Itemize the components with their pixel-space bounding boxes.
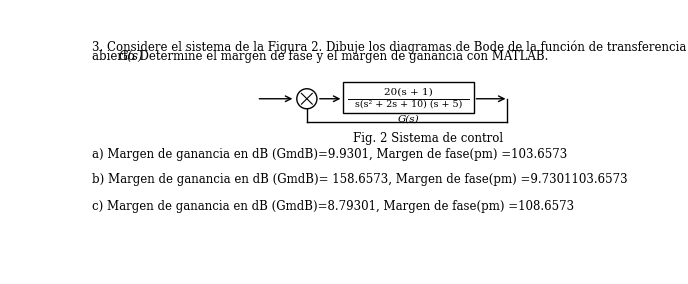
- Text: Fig. 2 Sistema de control: Fig. 2 Sistema de control: [353, 132, 503, 145]
- Text: G(s): G(s): [398, 115, 419, 124]
- Text: abierto: abierto: [92, 50, 139, 63]
- Text: b) Margen de ganancia en dB (GmdB)= 158.6573, Margen de fase(pm) =9.7301103.6573: b) Margen de ganancia en dB (GmdB)= 158.…: [92, 174, 628, 187]
- Bar: [343, 82, 473, 113]
- Text: s(s² + 2s + 10) (s + 5): s(s² + 2s + 10) (s + 5): [355, 99, 462, 108]
- Text: . Determine el margen de fase y el margen de ganancia con MATLAB.: . Determine el margen de fase y el marge…: [133, 50, 549, 63]
- Text: a) Margen de ganancia en dB (GmdB)=9.9301, Margen de fase(pm) =103.6573: a) Margen de ganancia en dB (GmdB)=9.930…: [92, 148, 568, 161]
- Text: 3. Considere el sistema de la Figura 2. Dibuje los diagramas de Bode de la funci: 3. Considere el sistema de la Figura 2. …: [92, 40, 688, 54]
- Text: G(s): G(s): [118, 50, 143, 63]
- Text: 20(s + 1): 20(s + 1): [384, 88, 433, 97]
- Text: c) Margen de ganancia en dB (GmdB)=8.79301, Margen de fase(pm) =108.6573: c) Margen de ganancia en dB (GmdB)=8.793…: [92, 201, 574, 213]
